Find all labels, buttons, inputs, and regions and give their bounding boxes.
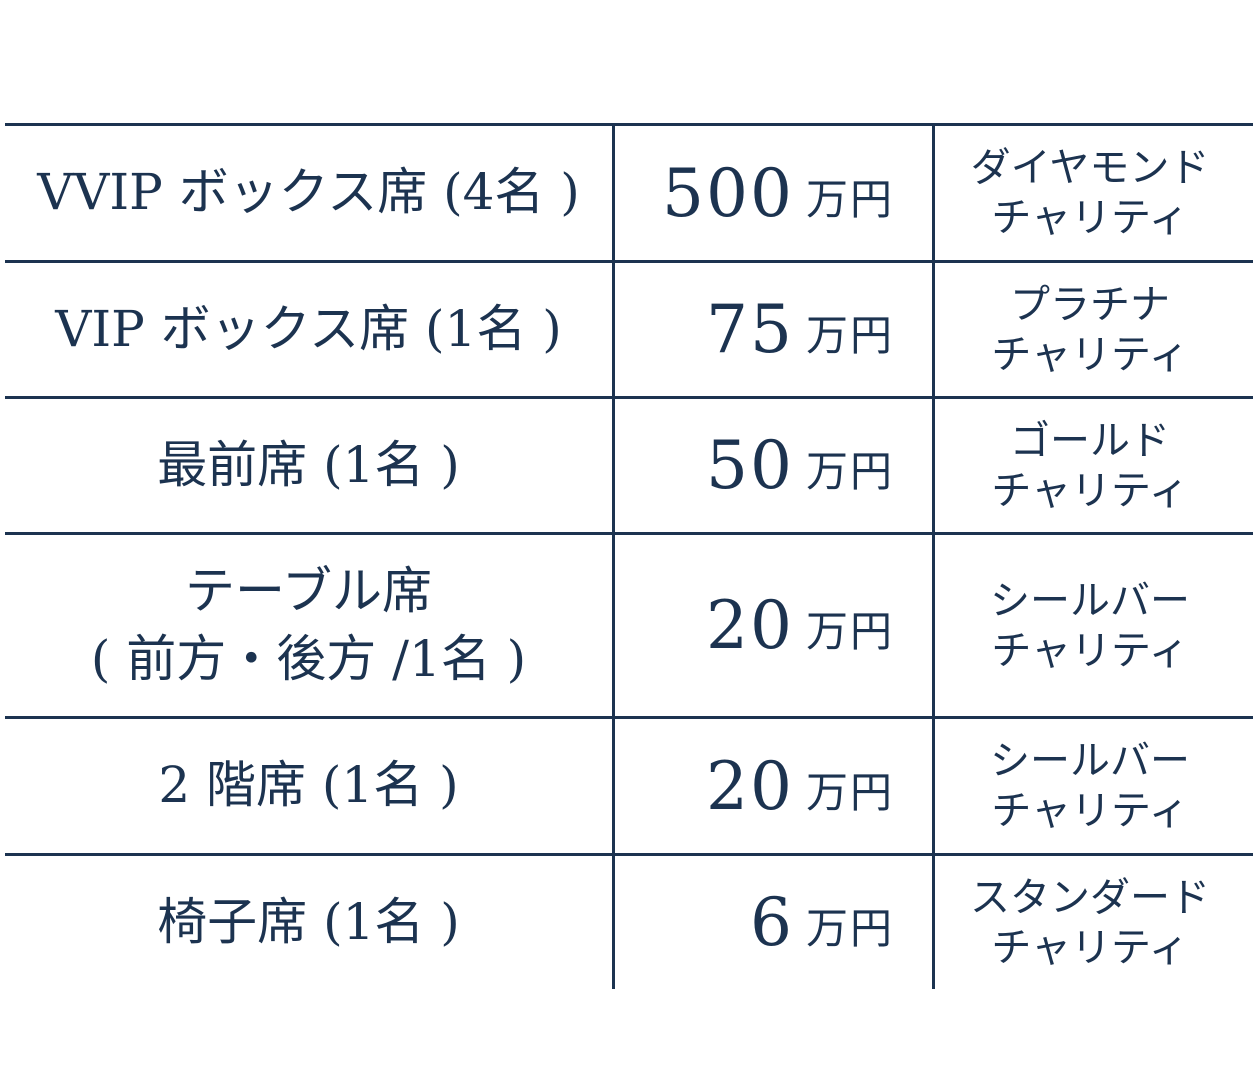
seat-name: テーブル席 ( 前方・後方 /1名 ) [90, 562, 527, 688]
price-cell: 500 万円 [612, 126, 932, 260]
price-unit: 万円 [805, 174, 894, 224]
table-row: 2 階席 (1名 ) 20 万円 シールバー チャリティ [5, 716, 1253, 853]
price-unit: 万円 [805, 904, 894, 953]
price-cell: 6 万円 [612, 856, 932, 989]
price-unit: 万円 [805, 607, 894, 656]
price-unit: 万円 [805, 767, 894, 817]
price-cell: 50 万円 [612, 399, 932, 532]
charity-tier: シールバー チャリティ [932, 719, 1253, 853]
table-row: 椅子席 (1名 ) 6 万円 スタンダード チャリティ [5, 853, 1253, 989]
charity-tier: ダイヤモンド チャリティ [932, 126, 1253, 260]
seat-name: VVIP ボックス席 (4名 ) [37, 163, 580, 222]
price-amount: 6 [749, 884, 794, 961]
seat-name: VIP ボックス席 (1名 ) [55, 299, 562, 358]
price-amount: 500 [662, 154, 794, 232]
seat-name: 最前席 (1名 ) [157, 435, 460, 494]
table-row: VIP ボックス席 (1名 ) 75 万円 プラチナ チャリティ [5, 260, 1253, 396]
table-row: テーブル席 ( 前方・後方 /1名 ) 20 万円 シールバー チャリティ [5, 532, 1253, 716]
charity-tier: スタンダード チャリティ [932, 856, 1253, 989]
price-cell: 20 万円 [612, 535, 932, 716]
seat-name: 椅子席 (1名 ) [157, 892, 460, 951]
price-amount: 75 [706, 291, 794, 368]
price-amount: 20 [706, 747, 794, 825]
price-unit: 万円 [805, 311, 894, 360]
seat-name: 2 階席 (1名 ) [158, 756, 459, 815]
charity-tier: ゴールド チャリティ [932, 399, 1253, 532]
charity-tier: シールバー チャリティ [932, 535, 1253, 716]
charity-tier: プラチナ チャリティ [932, 263, 1253, 396]
price-cell: 20 万円 [612, 719, 932, 853]
table-row: 最前席 (1名 ) 50 万円 ゴールド チャリティ [5, 396, 1253, 532]
seat-price-table: VVIP ボックス席 (4名 ) 500 万円 ダイヤモンド チャリティ VIP … [5, 123, 1253, 989]
price-amount: 20 [706, 587, 794, 664]
price-cell: 75 万円 [612, 263, 932, 396]
price-unit: 万円 [805, 447, 894, 496]
price-amount: 50 [706, 427, 794, 504]
table-row: VVIP ボックス席 (4名 ) 500 万円 ダイヤモンド チャリティ [5, 123, 1253, 260]
